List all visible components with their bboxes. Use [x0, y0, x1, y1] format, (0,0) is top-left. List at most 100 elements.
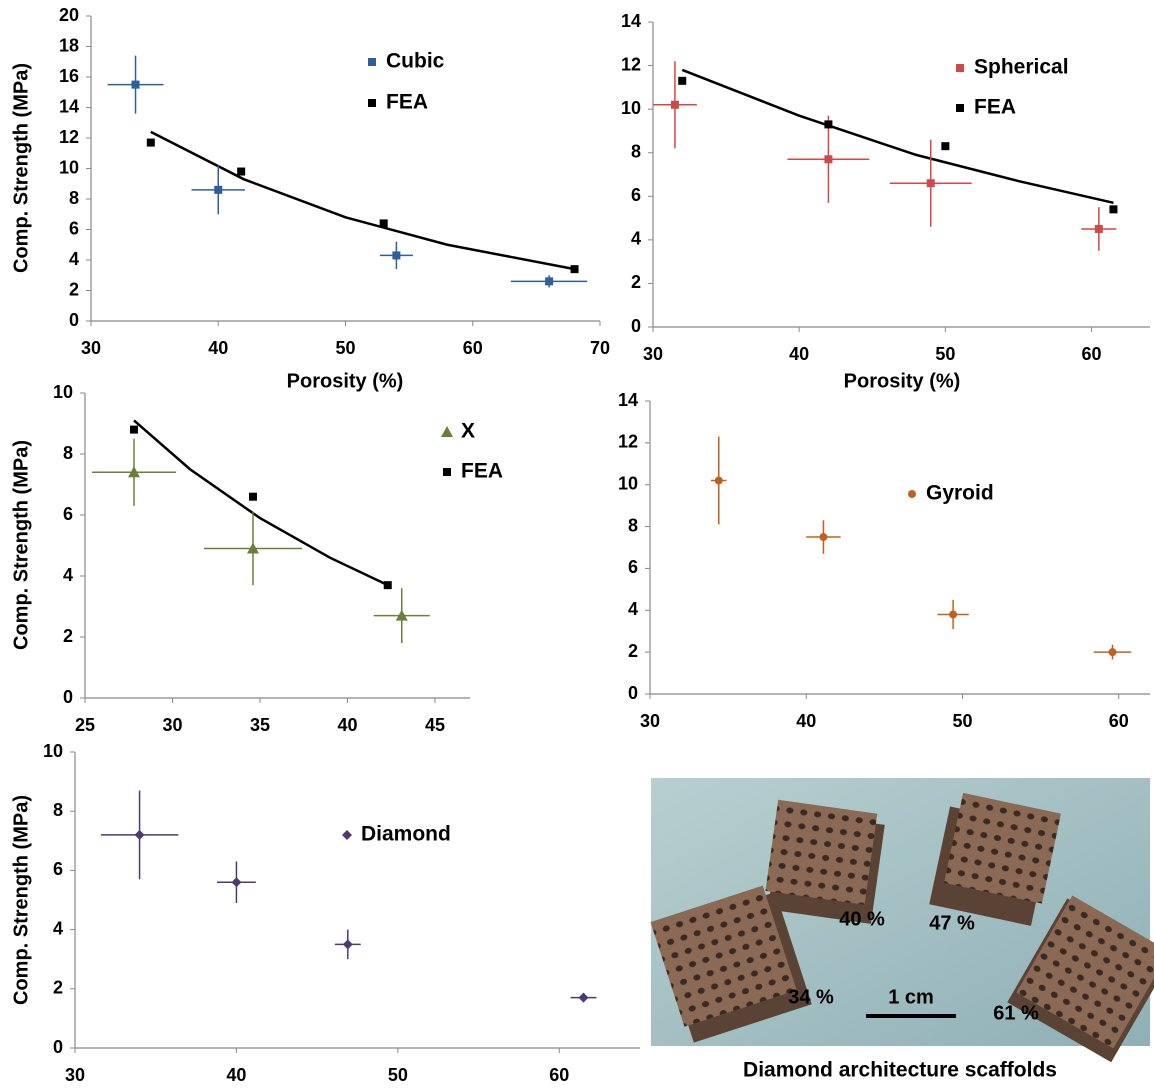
trendline: [133, 419, 389, 587]
marker: [678, 76, 687, 85]
x-tick-label: 60: [1109, 711, 1129, 731]
x-tick-label: 35: [250, 715, 270, 735]
y-tick-label: 8: [53, 800, 63, 820]
y-tick-label: 8: [631, 141, 641, 161]
marker: [949, 610, 958, 619]
y-tick-label: 12: [59, 127, 79, 147]
y-tick-label: 2: [628, 641, 638, 661]
y-tick-label: 10: [53, 382, 73, 402]
marker: [545, 277, 554, 286]
y-tick-label: 6: [631, 185, 641, 205]
x-tick-label: 60: [463, 338, 483, 358]
y-tick-label: 8: [69, 188, 79, 208]
scaffold: [765, 799, 885, 924]
y-tick-label: 2: [631, 272, 641, 292]
marker: [342, 939, 353, 950]
y-tick-label: 20: [59, 5, 79, 25]
marker: [392, 251, 401, 260]
y-tick-label: 14: [621, 11, 641, 31]
marker: [926, 179, 935, 188]
marker: [131, 80, 140, 89]
legend-marker: [956, 104, 964, 112]
legend-label: FEA: [974, 96, 1016, 119]
porosity-label: 61 %: [993, 1002, 1039, 1024]
x-tick-label: 50: [388, 1065, 408, 1085]
x-tick-label: 30: [640, 711, 660, 731]
legend-marker: [441, 426, 453, 437]
y-tick-label: 10: [59, 157, 79, 177]
marker: [249, 492, 257, 501]
y-tick-label: 6: [69, 218, 79, 238]
legend-marker: [908, 490, 916, 498]
y-axis-label: Comp. Strength (MPa): [10, 63, 32, 273]
y-tick-label: 10: [621, 98, 641, 118]
y-tick-label: 0: [63, 687, 73, 707]
marker: [134, 829, 145, 840]
marker: [714, 476, 723, 485]
scaffold: [650, 885, 812, 1043]
y-tick-label: 18: [59, 35, 79, 55]
marker: [570, 265, 579, 274]
y-tick-label: 4: [628, 599, 638, 619]
scaffold: [1007, 895, 1154, 1063]
x-tick-label: 40: [796, 711, 816, 731]
x-axis-label: Porosity (%): [287, 370, 404, 392]
legend-label: FEA: [461, 460, 503, 483]
y-tick-label: 14: [59, 96, 79, 116]
trendline: [150, 130, 575, 271]
legend-marker: [368, 99, 376, 107]
marker: [1094, 224, 1103, 233]
x-tick-label: 30: [643, 344, 663, 364]
y-tick-label: 0: [631, 316, 641, 336]
marker: [379, 219, 388, 228]
marker: [395, 609, 408, 621]
porosity-label: 47 %: [929, 912, 975, 934]
y-tick-label: 8: [63, 443, 73, 463]
marker: [1108, 648, 1117, 657]
y-tick-label: 4: [69, 249, 79, 269]
y-tick-label: 0: [53, 1037, 63, 1057]
y-tick-label: 4: [631, 229, 641, 249]
scale-label: 1 cm: [888, 986, 934, 1008]
legend-label: Gyroid: [926, 482, 994, 505]
y-tick-label: 0: [628, 683, 638, 703]
x-tick-label: 60: [1082, 344, 1102, 364]
marker: [231, 877, 242, 888]
x-axis-label: Porosity (%): [844, 370, 961, 392]
x-tick-label: 40: [337, 715, 357, 735]
x-tick-label: 50: [935, 344, 955, 364]
y-tick-label: 6: [628, 557, 638, 577]
y-axis-label: Comp. Strength (MPa): [10, 795, 32, 1005]
photo-caption: Diamond architecture scaffolds: [743, 1059, 1057, 1082]
y-tick-label: 2: [53, 978, 63, 998]
x-tick-label: 25: [75, 715, 95, 735]
marker: [383, 581, 392, 590]
y-tick-label: 12: [618, 432, 638, 452]
marker: [578, 992, 589, 1003]
y-tick-label: 2: [69, 279, 79, 299]
scaffold: [929, 792, 1061, 926]
x-tick-label: 50: [335, 338, 355, 358]
legend-marker: [443, 468, 451, 476]
y-tick-label: 6: [63, 504, 73, 524]
marker: [128, 466, 140, 478]
marker: [670, 100, 679, 109]
marker: [247, 542, 259, 554]
y-tick-label: 10: [43, 741, 63, 761]
legend-label: Spherical: [974, 56, 1069, 79]
x-tick-label: 70: [590, 338, 610, 358]
y-tick-label: 0: [69, 310, 79, 330]
porosity-label: 40 %: [839, 908, 885, 930]
marker: [824, 155, 833, 164]
marker: [824, 120, 833, 129]
x-tick-label: 50: [952, 711, 972, 731]
photo: 40 % 47 % 34 % 61 % 1 cm: [650, 778, 1154, 1063]
y-tick-label: 6: [53, 859, 63, 879]
marker: [941, 142, 950, 151]
marker: [130, 425, 138, 434]
x-tick-label: 40: [226, 1065, 246, 1085]
marker: [146, 138, 155, 147]
marker: [237, 167, 246, 176]
y-tick-label: 14: [618, 390, 638, 410]
